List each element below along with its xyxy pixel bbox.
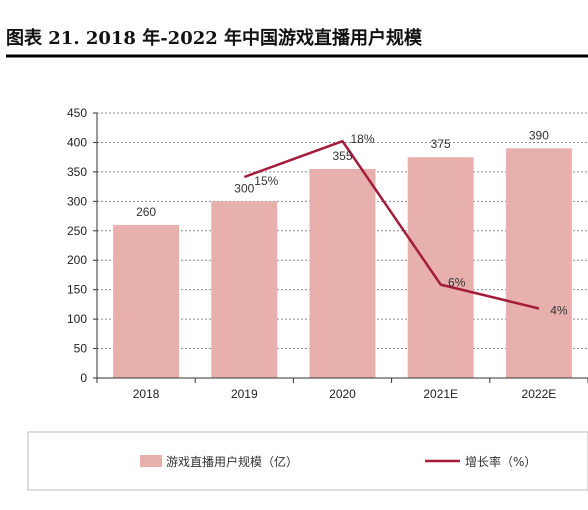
- bar: [211, 201, 278, 378]
- legend-line-label: 增长率（%）: [465, 454, 536, 469]
- legend: 游戏直播用户规模（亿） 增长率（%）: [27, 431, 588, 491]
- bar: [407, 157, 474, 378]
- y-tick-label: 350: [67, 165, 87, 179]
- axes: 0 50 100 150 200 250 300 350 400 450 2018 2019 2020 2…: [67, 106, 588, 401]
- bar-value-label: 260: [136, 205, 156, 219]
- x-tick-label: 2018: [133, 387, 160, 401]
- x-tick-label: 2020: [329, 387, 356, 401]
- rate-value-label: 18%: [350, 132, 374, 146]
- bar-series: [113, 148, 572, 378]
- y-tick-label: 150: [67, 283, 87, 297]
- growth-rate-line: [243, 139, 540, 310]
- legend-bar-swatch: [140, 455, 162, 467]
- y-tick-label: 300: [67, 194, 87, 208]
- bar: [113, 224, 180, 378]
- x-tick-label: 2021E: [423, 387, 458, 401]
- x-tick-label: 2022E: [522, 387, 557, 401]
- y-tick-label: 200: [67, 253, 87, 267]
- legend-bar-label: 游戏直播用户规模（亿）: [166, 454, 298, 469]
- bar-value-label: 375: [431, 137, 451, 151]
- chart-title: 图表 21. 2018 年-2022 年中国游戏直播用户规模: [6, 27, 423, 49]
- data-labels: 260 300 355 375 390 15% 18% 6% 4%: [136, 128, 568, 317]
- bar: [505, 148, 572, 378]
- y-tick-label: 100: [67, 312, 87, 326]
- y-tick-label: 250: [67, 224, 87, 238]
- x-tick-label: 2019: [231, 387, 258, 401]
- rate-value-label: 15%: [254, 174, 278, 188]
- bar-value-label: 300: [234, 181, 254, 195]
- bar-value-label: 390: [529, 128, 549, 142]
- legend-frame: [27, 431, 588, 491]
- rate-value-label: 6%: [448, 276, 466, 290]
- y-tick-label: 0: [80, 371, 87, 385]
- bar-value-label: 355: [332, 149, 352, 163]
- y-tick-label: 400: [67, 135, 87, 149]
- line-series: [243, 139, 540, 310]
- bar: [309, 168, 376, 378]
- y-tick-label: 450: [67, 106, 87, 120]
- rate-value-label: 4%: [550, 303, 568, 317]
- y-tick-label: 50: [74, 342, 88, 356]
